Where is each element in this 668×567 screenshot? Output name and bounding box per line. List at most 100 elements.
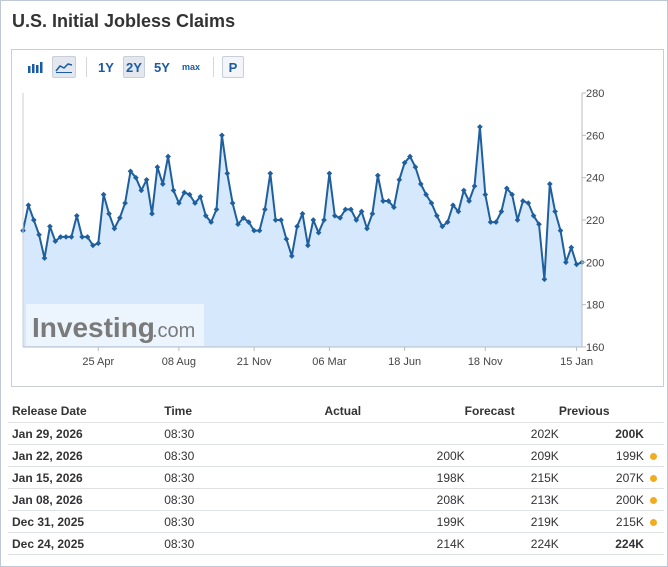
data-point[interactable] [482, 191, 489, 198]
data-point[interactable] [159, 181, 166, 187]
header-forecast[interactable]: Forecast [464, 404, 515, 418]
data-point[interactable] [219, 132, 225, 139]
data-point[interactable] [305, 242, 311, 249]
data-point[interactable] [369, 210, 376, 217]
data-point[interactable] [503, 185, 510, 192]
data-point[interactable] [498, 208, 505, 215]
data-point[interactable] [283, 236, 290, 242]
revised-dot-icon[interactable] [650, 452, 658, 460]
data-point[interactable] [423, 191, 429, 198]
data-point[interactable] [165, 153, 171, 160]
data-point[interactable] [342, 206, 349, 213]
data-point[interactable] [460, 187, 467, 194]
data-point[interactable] [568, 244, 575, 251]
data-point[interactable] [170, 187, 177, 194]
data-point[interactable] [385, 198, 392, 204]
range-5y-button[interactable]: 5Y [154, 59, 170, 75]
data-point[interactable] [256, 227, 263, 234]
data-point[interactable] [315, 229, 322, 236]
data-point[interactable] [353, 217, 360, 223]
data-point[interactable] [278, 217, 284, 223]
data-point[interactable] [530, 212, 537, 219]
data-point[interactable] [262, 206, 268, 213]
data-point[interactable] [396, 176, 403, 183]
revised-dot-icon[interactable] [650, 496, 658, 504]
data-point[interactable] [106, 210, 112, 217]
data-point[interactable] [267, 170, 274, 177]
data-point[interactable] [36, 231, 42, 238]
area-chart-icon[interactable] [52, 56, 76, 78]
data-point[interactable] [192, 200, 198, 206]
data-point[interactable] [536, 221, 542, 228]
data-point[interactable] [509, 191, 515, 198]
data-point[interactable] [348, 206, 354, 213]
data-point[interactable] [541, 276, 548, 283]
data-point[interactable] [514, 217, 521, 223]
data-point[interactable] [573, 261, 580, 268]
data-point[interactable] [552, 208, 558, 215]
data-point[interactable] [493, 219, 499, 225]
data-point[interactable] [202, 212, 209, 219]
data-point[interactable] [331, 212, 338, 219]
range-max-button[interactable]: max [182, 62, 201, 72]
data-point[interactable] [358, 208, 365, 215]
data-point[interactable] [79, 234, 85, 240]
data-point[interactable] [138, 187, 145, 194]
data-point[interactable] [73, 212, 80, 219]
data-point[interactable] [546, 181, 553, 187]
data-point[interactable] [294, 223, 300, 230]
data-point[interactable] [444, 219, 451, 225]
data-point[interactable] [407, 153, 413, 160]
data-point[interactable] [251, 227, 257, 234]
data-point[interactable] [557, 227, 564, 234]
data-point[interactable] [374, 172, 381, 179]
data-point[interactable] [208, 219, 214, 225]
header-previous[interactable]: Previous [558, 404, 610, 418]
header-time[interactable]: Time [164, 404, 193, 418]
revised-dot-icon[interactable] [650, 474, 658, 482]
range-1y-button[interactable]: 1Y [98, 59, 114, 75]
p-button[interactable]: P [222, 56, 245, 78]
data-point[interactable] [299, 210, 306, 217]
data-point[interactable] [224, 170, 231, 177]
data-point[interactable] [520, 198, 526, 204]
data-point[interactable] [186, 191, 193, 198]
data-point[interactable] [428, 200, 435, 206]
data-point[interactable] [143, 176, 150, 183]
data-point[interactable] [272, 217, 279, 223]
data-point[interactable] [213, 206, 220, 213]
data-point[interactable] [288, 253, 295, 259]
data-point[interactable] [116, 215, 123, 221]
data-point[interactable] [235, 221, 241, 228]
revised-dot-icon[interactable] [650, 518, 658, 526]
data-point[interactable] [487, 219, 494, 225]
data-point[interactable] [310, 217, 317, 223]
data-point[interactable] [391, 204, 397, 211]
data-point[interactable] [229, 200, 236, 206]
data-point[interactable] [401, 159, 408, 166]
data-point[interactable] [95, 240, 102, 247]
data-point[interactable] [434, 212, 440, 219]
data-point[interactable] [364, 225, 370, 232]
data-point[interactable] [455, 208, 462, 215]
data-point[interactable] [181, 189, 188, 196]
data-point[interactable] [100, 191, 107, 198]
data-point[interactable] [450, 202, 456, 209]
data-point[interactable] [439, 223, 446, 230]
bar-chart-icon[interactable] [24, 56, 46, 78]
header-release-date[interactable]: Release Date [12, 404, 87, 418]
data-point[interactable] [197, 193, 204, 200]
data-point[interactable] [477, 124, 483, 130]
data-point[interactable] [240, 215, 247, 221]
data-point[interactable] [417, 181, 424, 187]
header-actual[interactable]: Actual [324, 404, 362, 418]
data-point[interactable] [122, 200, 128, 206]
data-point[interactable] [133, 174, 139, 181]
data-point[interactable] [380, 198, 386, 204]
range-2y-button[interactable]: 2Y [123, 56, 145, 78]
data-point[interactable] [90, 242, 96, 249]
data-point[interactable] [563, 259, 569, 266]
data-point[interactable] [245, 219, 252, 225]
data-point[interactable] [154, 164, 161, 170]
data-point[interactable] [337, 215, 343, 221]
